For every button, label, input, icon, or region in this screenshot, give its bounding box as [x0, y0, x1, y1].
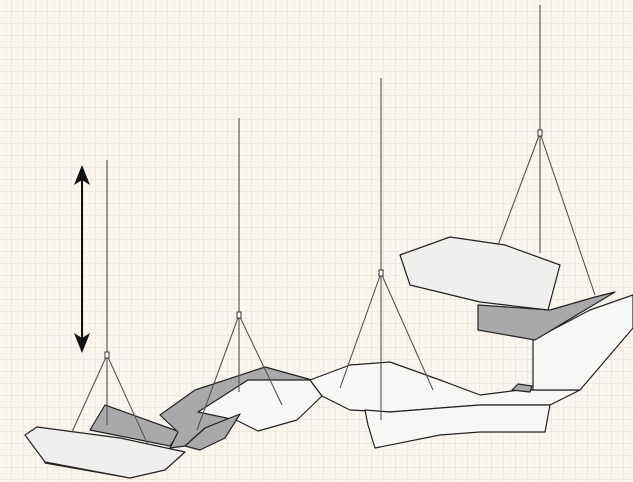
- panel: [399, 236, 561, 311]
- panel: [309, 361, 581, 413]
- suspensions: [71, 5, 596, 446]
- double-arrow: [74, 165, 90, 353]
- panel: [24, 426, 186, 479]
- panel: [477, 291, 616, 341]
- panel: [364, 404, 551, 449]
- panel: [532, 294, 633, 391]
- panel: [184, 413, 241, 451]
- panel: [511, 383, 533, 393]
